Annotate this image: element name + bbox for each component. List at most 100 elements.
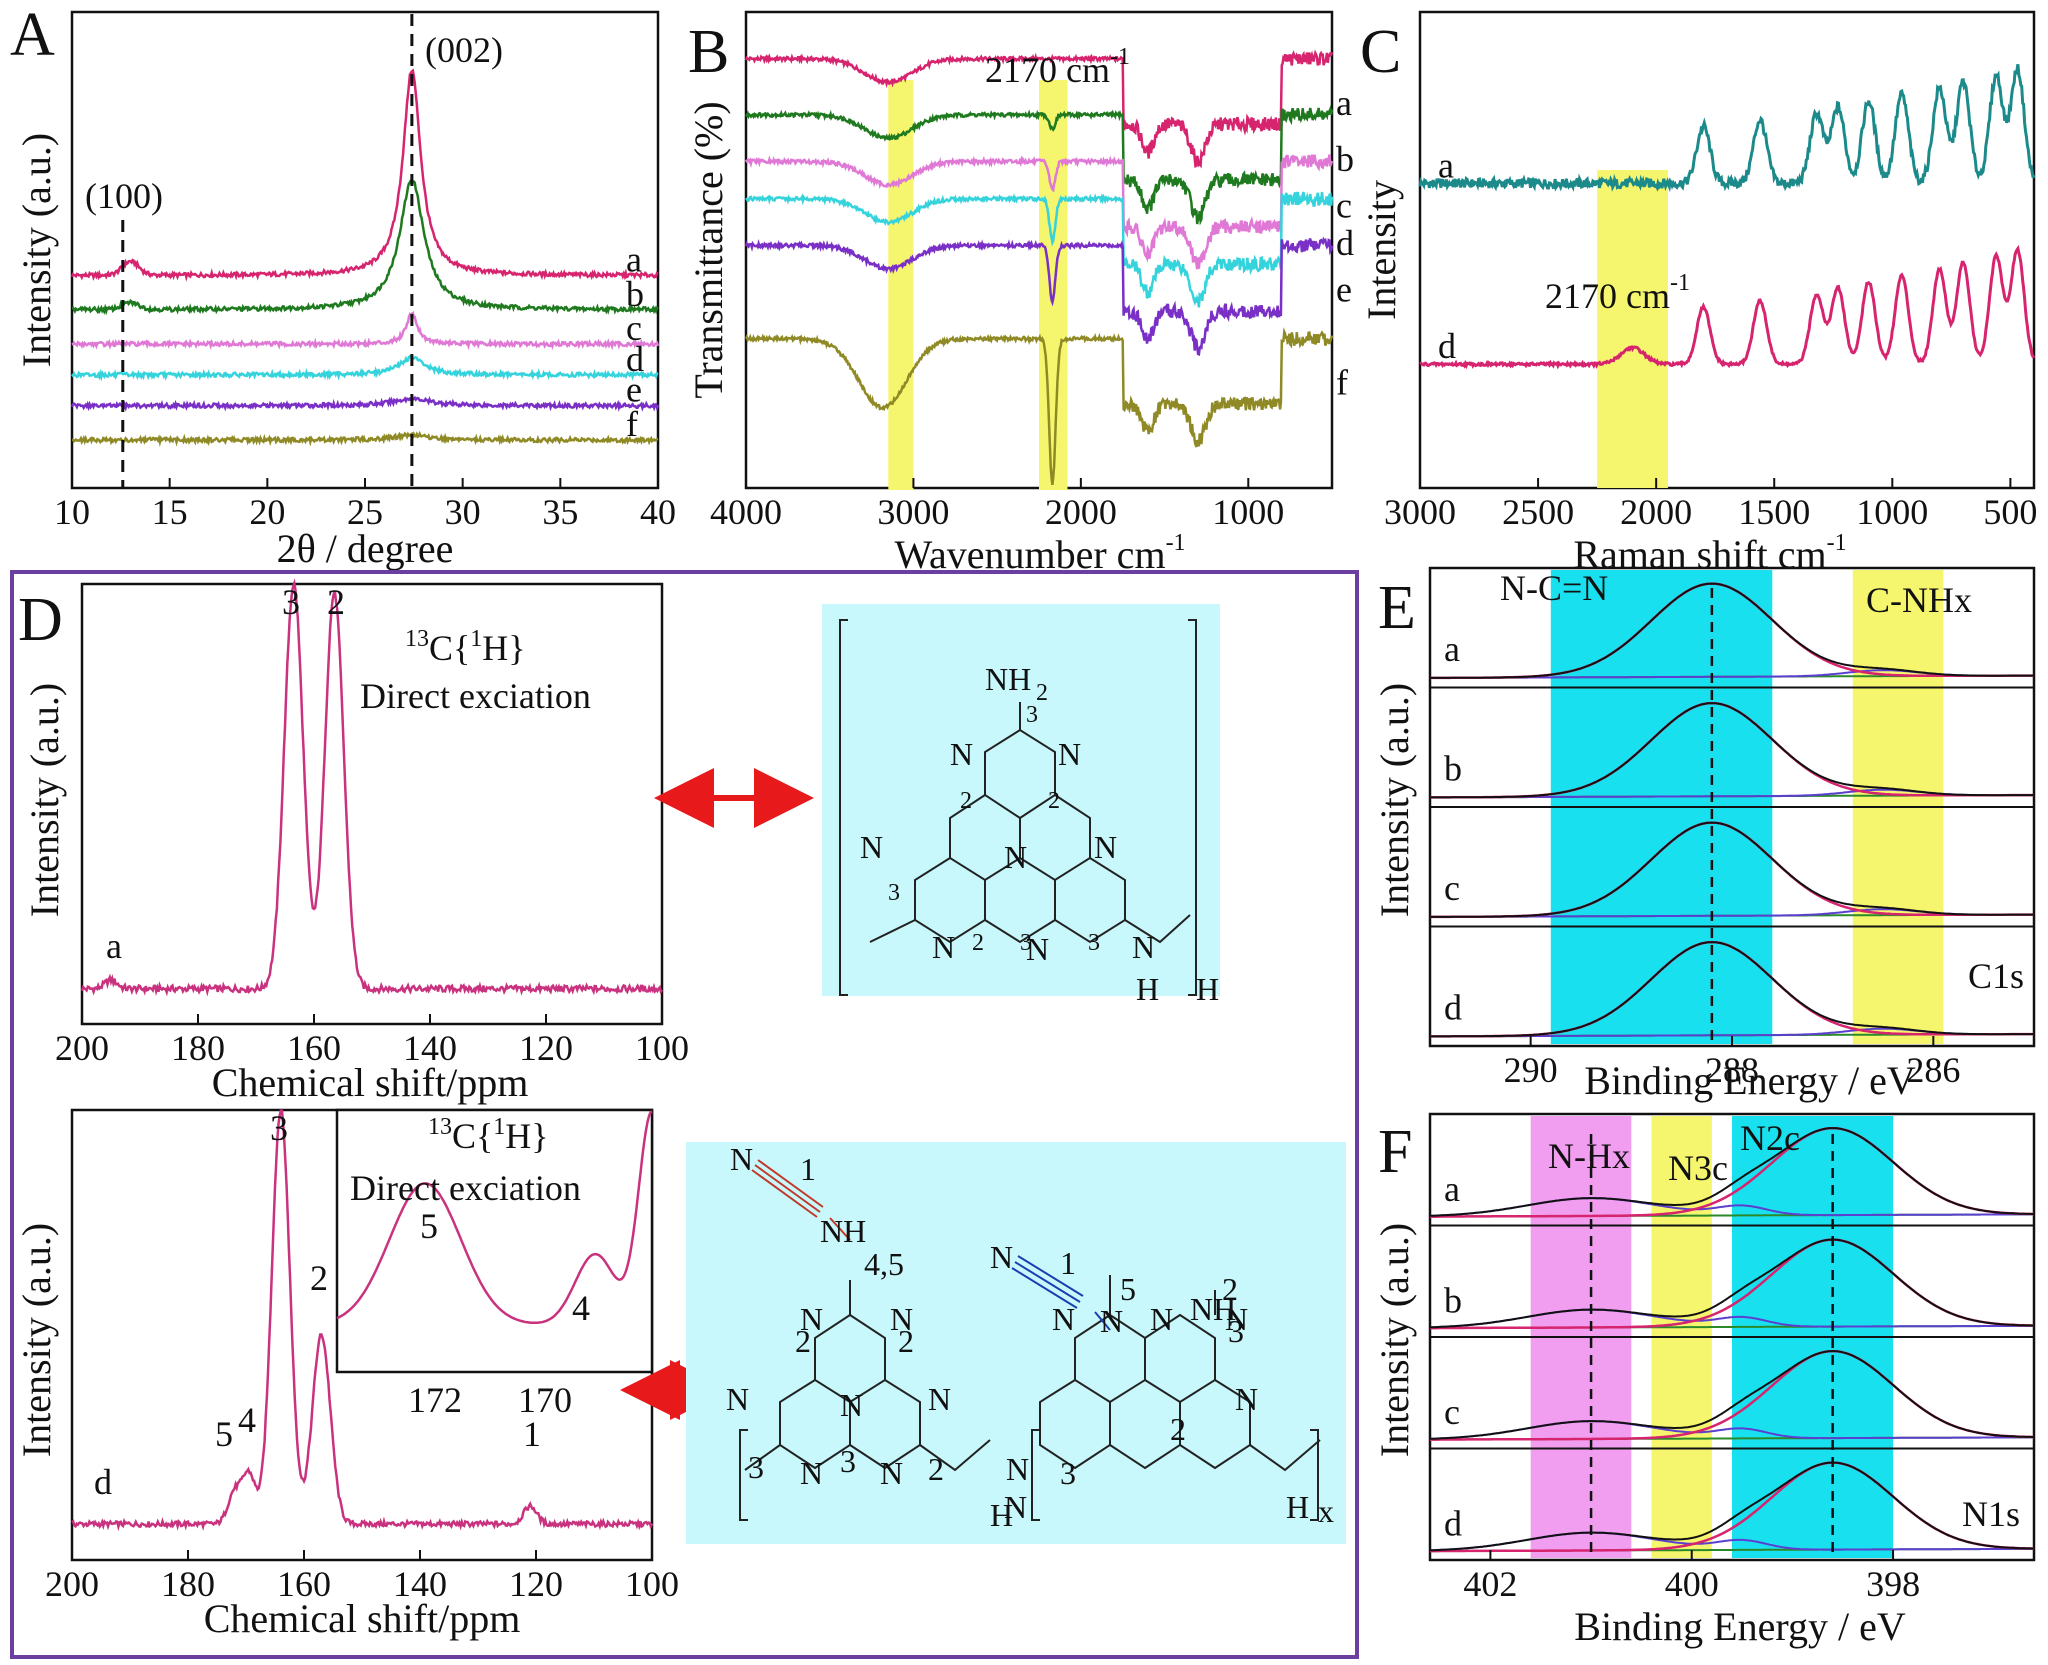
- panel-a-series-label-e: e: [626, 370, 642, 410]
- panel-c-annotation: 2170 cm-1: [1545, 270, 1690, 316]
- structure-bottom-atom-17: 3: [748, 1449, 764, 1485]
- panel-b-highlight-band-2: [1039, 80, 1068, 490]
- panel-a-annotation-002: (002): [425, 30, 503, 70]
- panel-a-tick-30: 30: [445, 492, 481, 532]
- structure-top-atom-14: N: [1026, 931, 1049, 967]
- panel-e-envelope-a: [1430, 582, 2035, 679]
- panel-d1-tick-160: 160: [287, 1028, 341, 1068]
- structure-bottom-atom-0: 4,5: [864, 1246, 904, 1282]
- structure-bottom-atom-8: 5: [1120, 1271, 1136, 1307]
- panel-c-series-label-a: a: [1438, 145, 1454, 185]
- structure-top-atom-10: 3: [888, 880, 900, 906]
- structure-bottom-atom-1: 2: [795, 1323, 811, 1359]
- panel-b-series-e: [744, 236, 1334, 357]
- panel-d2-tick-140: 140: [393, 1564, 447, 1604]
- panel-f-xps-n1s: a b c d 402 400 398 N-Hx N3c N2c N1s Binding …: [1372, 1112, 2036, 1649]
- structure-bottom-atom-19: 3: [840, 1443, 856, 1479]
- panel-c-tick-2500: 2500: [1502, 492, 1574, 532]
- panel-d1-tick-100: 100: [635, 1028, 689, 1068]
- panel-d2-tick-160: 160: [277, 1564, 331, 1604]
- panel-a-tick-35: 35: [542, 492, 578, 532]
- panel-f-corner-label: N1s: [1962, 1494, 2020, 1534]
- panel-b-tick-2000: 2000: [1045, 492, 1117, 532]
- structure-bottom-blue-0: N: [990, 1239, 1013, 1275]
- structure-bottom-atom-10: 2: [1222, 1271, 1238, 1307]
- panel-e-xlabel: Binding Energy / eV: [1584, 1058, 1916, 1103]
- structure-top-atom-9: N: [1094, 829, 1117, 865]
- panel-d2-inset-tick-170: 170: [518, 1380, 572, 1420]
- panel-b-series-a: [744, 49, 1334, 169]
- panel-d1-tick-180: 180: [171, 1028, 225, 1068]
- panel-d1-tick-200: 200: [55, 1028, 109, 1068]
- panel-b-highlight-band-1: [888, 80, 914, 490]
- structure-bottom-atom-25: H: [1286, 1489, 1309, 1525]
- structure-top-atom-6: 2: [1048, 788, 1060, 814]
- panel-a-annotation-100: (100): [85, 176, 163, 216]
- panel-a-series-label-f: f: [626, 404, 638, 444]
- structure-bottom-atom-4: N: [890, 1301, 913, 1337]
- structure-top-atom-8: N: [1004, 839, 1027, 875]
- structure-bottom-atom-14: N: [1225, 1301, 1248, 1337]
- structure-bottom-atom-18: N: [800, 1455, 823, 1491]
- panel-d2-series-label: d: [94, 1462, 112, 1502]
- panel-a-tick-15: 15: [152, 492, 188, 532]
- panel-c-raman: a d 3000 2500 2000 1500 1000 500 2170 cm-1 Ram…: [1359, 10, 2037, 577]
- structure-top-atom-15: 3: [1088, 930, 1100, 956]
- panel-a-series-label-d: d: [626, 339, 644, 379]
- structure-bottom-atom-5: N: [726, 1381, 749, 1417]
- panel-d2-ylabel: Intensity (a.u.): [14, 1223, 59, 1457]
- panel-f-envelope-d: [1430, 1461, 2034, 1552]
- panel-a-xlabel: 2θ / degree: [277, 526, 454, 571]
- panel-f-series-label-b: b: [1444, 1280, 1462, 1320]
- panel-c-series-label-d: d: [1438, 326, 1456, 366]
- panel-b-series-label-e: e: [1336, 269, 1352, 309]
- panel-d2-xlabel: Chemical shift/ppm: [204, 1596, 521, 1641]
- structure-bottom-atom-20: N: [880, 1455, 903, 1491]
- structure-bottom-blue-1: 1: [1060, 1245, 1076, 1281]
- panel-e-series-label-c: c: [1444, 868, 1460, 908]
- panel-a-ylabel: Intensity (a.u.): [14, 133, 59, 367]
- panel-e-band-label-ncn: N-C=N: [1500, 568, 1608, 608]
- panel-e-envelope-d: [1430, 941, 2035, 1038]
- panel-letter-a: A: [10, 1, 55, 69]
- panel-d2-inset-sub: Direct exciation: [350, 1168, 581, 1208]
- panel-d2-inset-title: 13C{1H}: [428, 1114, 549, 1156]
- panel-f-band-label-n2c: N2c: [1740, 1118, 1800, 1158]
- panel-a-tick-25: 25: [347, 492, 383, 532]
- panel-f-series-label-d: d: [1444, 1503, 1462, 1543]
- panel-d2-inset-peak-5: 5: [420, 1206, 438, 1246]
- panel-letter-f: F: [1378, 1118, 1412, 1186]
- panel-c-tick-2000: 2000: [1620, 492, 1692, 532]
- panel-e-tick-286: 286: [1906, 1050, 1960, 1090]
- panel-c-tick-500: 500: [1983, 492, 2037, 532]
- panel-e-band-label-cnhx: C-NHx: [1866, 580, 1972, 620]
- structure-bottom-atom-27: x: [1318, 1493, 1334, 1529]
- panel-a-tick-20: 20: [249, 492, 285, 532]
- panel-e-ylabel: Intensity (a.u.): [1372, 683, 1417, 917]
- panel-b-tick-1000: 1000: [1212, 492, 1284, 532]
- structure-top-atom-11: 3: [1020, 930, 1032, 956]
- panel-b-series-d: [745, 191, 1334, 308]
- structure-top-atom-18: H: [1196, 971, 1219, 1007]
- panel-a-series-label-c: c: [626, 308, 642, 348]
- structure-bottom-atom-15: 2: [1170, 1411, 1186, 1447]
- panel-e-tick-288: 288: [1705, 1050, 1759, 1090]
- structure-bottom-blue-2: N: [1100, 1303, 1123, 1339]
- structure-bottom-atom-22: N: [1006, 1451, 1029, 1487]
- panel-d1-tick-140: 140: [403, 1028, 457, 1068]
- panel-e-series-label-b: b: [1444, 749, 1462, 789]
- panel-letter-e: E: [1378, 574, 1416, 642]
- structure-bottom-red-0: N: [730, 1141, 753, 1177]
- panel-b-series-label-d: d: [1336, 223, 1354, 263]
- panel-f-band-label-n3c: N3c: [1668, 1148, 1728, 1188]
- panel-c-tick-3000: 3000: [1384, 492, 1456, 532]
- panel-letter-c: C: [1360, 18, 1401, 86]
- structure-top-atom-7: N: [860, 829, 883, 865]
- panel-b-tick-4000: 4000: [710, 492, 782, 532]
- panel-b-series-label-a: a: [1336, 83, 1352, 123]
- structure-top-atom-17: H: [1136, 971, 1159, 1007]
- structure-top-atom-4: N: [1058, 736, 1081, 772]
- panel-b-tick-3000: 3000: [877, 492, 949, 532]
- panel-d1-frame: [80, 582, 664, 1026]
